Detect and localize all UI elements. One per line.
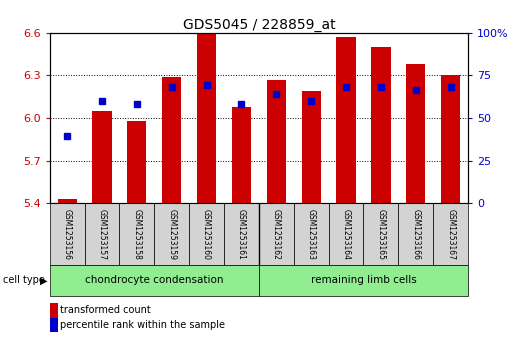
Bar bbox=[197, 33, 216, 203]
Text: remaining limb cells: remaining limb cells bbox=[311, 276, 416, 285]
Text: percentile rank within the sample: percentile rank within the sample bbox=[60, 320, 225, 330]
Bar bbox=[50, 265, 259, 296]
Bar bbox=[93, 111, 111, 203]
Text: cell type: cell type bbox=[3, 276, 44, 285]
Text: GSM1253160: GSM1253160 bbox=[202, 209, 211, 260]
Bar bbox=[406, 64, 425, 203]
Text: GSM1253161: GSM1253161 bbox=[237, 209, 246, 260]
Bar bbox=[441, 75, 460, 203]
Bar bbox=[259, 203, 294, 265]
Bar bbox=[127, 121, 146, 203]
Bar bbox=[328, 203, 363, 265]
Bar bbox=[259, 265, 468, 296]
Bar bbox=[433, 203, 468, 265]
Text: transformed count: transformed count bbox=[60, 305, 151, 315]
Bar bbox=[363, 203, 399, 265]
Bar bbox=[224, 203, 259, 265]
Bar bbox=[336, 37, 356, 203]
Bar bbox=[294, 203, 328, 265]
Bar bbox=[232, 107, 251, 203]
Bar bbox=[399, 203, 433, 265]
Text: GSM1253158: GSM1253158 bbox=[132, 209, 141, 260]
Bar bbox=[162, 77, 181, 203]
Bar bbox=[58, 199, 77, 203]
Bar bbox=[85, 203, 119, 265]
Text: ▶: ▶ bbox=[40, 276, 48, 285]
Title: GDS5045 / 228859_at: GDS5045 / 228859_at bbox=[183, 18, 335, 32]
Text: GSM1253163: GSM1253163 bbox=[306, 209, 316, 260]
Text: GSM1253159: GSM1253159 bbox=[167, 209, 176, 260]
Text: GSM1253157: GSM1253157 bbox=[97, 209, 107, 260]
Bar bbox=[302, 91, 321, 203]
Text: chondrocyte condensation: chondrocyte condensation bbox=[85, 276, 223, 285]
Text: GSM1253162: GSM1253162 bbox=[272, 209, 281, 260]
Bar bbox=[371, 47, 391, 203]
Bar bbox=[50, 203, 85, 265]
Text: GSM1253164: GSM1253164 bbox=[342, 209, 350, 260]
Text: GSM1253165: GSM1253165 bbox=[377, 209, 385, 260]
Text: GSM1253156: GSM1253156 bbox=[63, 209, 72, 260]
Text: GSM1253166: GSM1253166 bbox=[411, 209, 420, 260]
Bar bbox=[267, 79, 286, 203]
Text: GSM1253167: GSM1253167 bbox=[446, 209, 455, 260]
Bar bbox=[154, 203, 189, 265]
Bar bbox=[189, 203, 224, 265]
Bar bbox=[119, 203, 154, 265]
